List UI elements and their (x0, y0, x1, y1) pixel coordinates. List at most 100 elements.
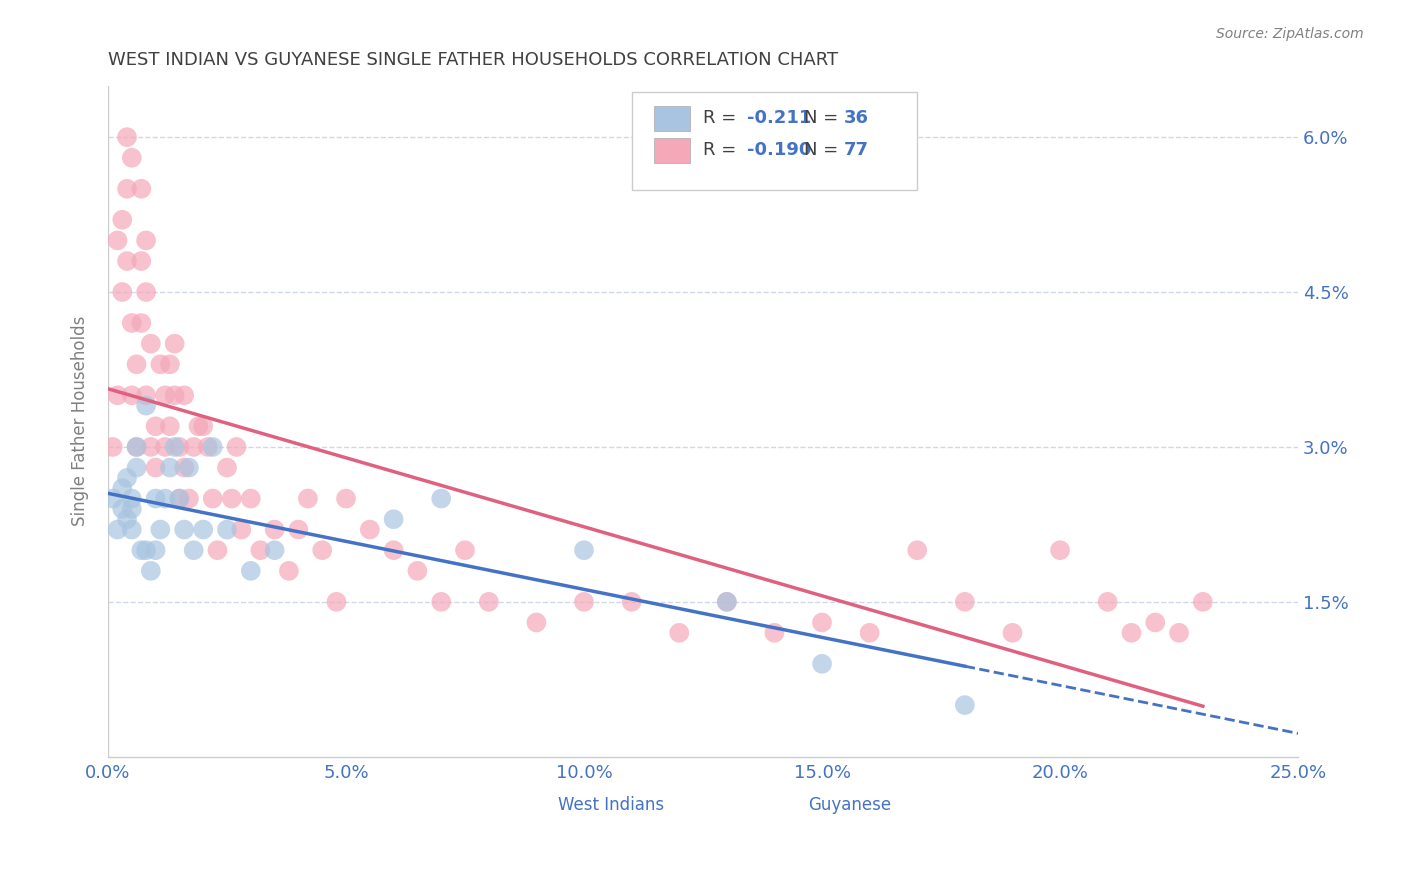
Point (121, 388, 143, 402)
Point (201, 491, 224, 506)
Point (145, 419, 167, 434)
Point (163, 336, 186, 351)
Point (572, 543, 595, 558)
Point (101, 440, 124, 454)
Point (111, 502, 134, 516)
Point (135, 234, 157, 248)
Point (121, 151, 143, 165)
Point (183, 440, 205, 454)
Point (716, 595, 738, 609)
Point (193, 419, 215, 434)
Point (239, 491, 262, 506)
Point (1144, 615, 1167, 630)
Point (177, 491, 200, 506)
Point (382, 512, 405, 526)
Point (905, 543, 928, 558)
Point (125, 440, 148, 454)
Point (811, 657, 834, 671)
Point (111, 212, 134, 227)
Point (159, 460, 181, 475)
Point (111, 481, 134, 495)
FancyBboxPatch shape (768, 784, 800, 805)
Point (163, 440, 186, 454)
FancyBboxPatch shape (631, 92, 917, 190)
Point (193, 523, 215, 537)
Point (1168, 625, 1191, 640)
Point (406, 564, 429, 578)
Point (1192, 595, 1215, 609)
Point (159, 419, 181, 434)
FancyBboxPatch shape (654, 105, 690, 131)
Point (1121, 625, 1143, 640)
Point (382, 543, 405, 558)
Point (139, 564, 162, 578)
FancyBboxPatch shape (654, 138, 690, 163)
Point (215, 523, 238, 537)
Text: Source: ZipAtlas.com: Source: ZipAtlas.com (1216, 27, 1364, 41)
Point (287, 523, 309, 537)
Point (763, 625, 786, 640)
Point (1097, 595, 1119, 609)
Point (101, 491, 124, 506)
Point (620, 595, 643, 609)
Point (139, 440, 162, 454)
Point (153, 491, 176, 506)
Point (115, 471, 138, 485)
Point (953, 698, 976, 712)
Point (169, 491, 191, 506)
Point (131, 254, 153, 268)
Point (478, 595, 501, 609)
Point (115, 254, 138, 268)
Point (1049, 543, 1071, 558)
Point (115, 512, 138, 526)
Point (668, 625, 690, 640)
Text: R =: R = (703, 109, 742, 127)
Point (145, 460, 167, 475)
Point (107, 523, 129, 537)
Text: WEST INDIAN VS GUYANESE SINGLE FATHER HOUSEHOLDS CORRELATION CHART: WEST INDIAN VS GUYANESE SINGLE FATHER HO… (108, 51, 838, 69)
Point (197, 440, 219, 454)
Point (572, 595, 595, 609)
Point (135, 388, 157, 402)
Point (430, 491, 453, 506)
Point (131, 543, 153, 558)
Point (159, 357, 181, 371)
Point (121, 523, 143, 537)
Point (716, 595, 738, 609)
Point (249, 543, 271, 558)
Point (207, 543, 229, 558)
Point (311, 543, 333, 558)
Point (263, 543, 285, 558)
Point (859, 625, 882, 640)
Point (149, 523, 172, 537)
Point (111, 285, 134, 299)
Point (135, 285, 157, 299)
Point (131, 316, 153, 330)
Text: West Indians: West Indians (558, 796, 664, 814)
Point (215, 460, 238, 475)
Point (145, 491, 167, 506)
Point (135, 543, 157, 558)
Point (239, 564, 262, 578)
Point (811, 615, 834, 630)
Point (183, 543, 205, 558)
Point (107, 388, 129, 402)
Point (169, 491, 191, 506)
Point (277, 564, 299, 578)
Point (121, 491, 143, 506)
Point (173, 460, 195, 475)
Point (115, 130, 138, 145)
Text: N =: N = (804, 141, 844, 160)
Point (225, 440, 247, 454)
Y-axis label: Single Father Households: Single Father Households (72, 316, 89, 526)
Point (149, 357, 172, 371)
Point (325, 595, 347, 609)
Point (263, 523, 285, 537)
Point (153, 388, 176, 402)
Text: 36: 36 (844, 109, 869, 127)
Point (115, 182, 138, 196)
Text: Guyanese: Guyanese (808, 796, 891, 814)
Point (335, 491, 357, 506)
Point (177, 460, 200, 475)
Point (454, 543, 477, 558)
